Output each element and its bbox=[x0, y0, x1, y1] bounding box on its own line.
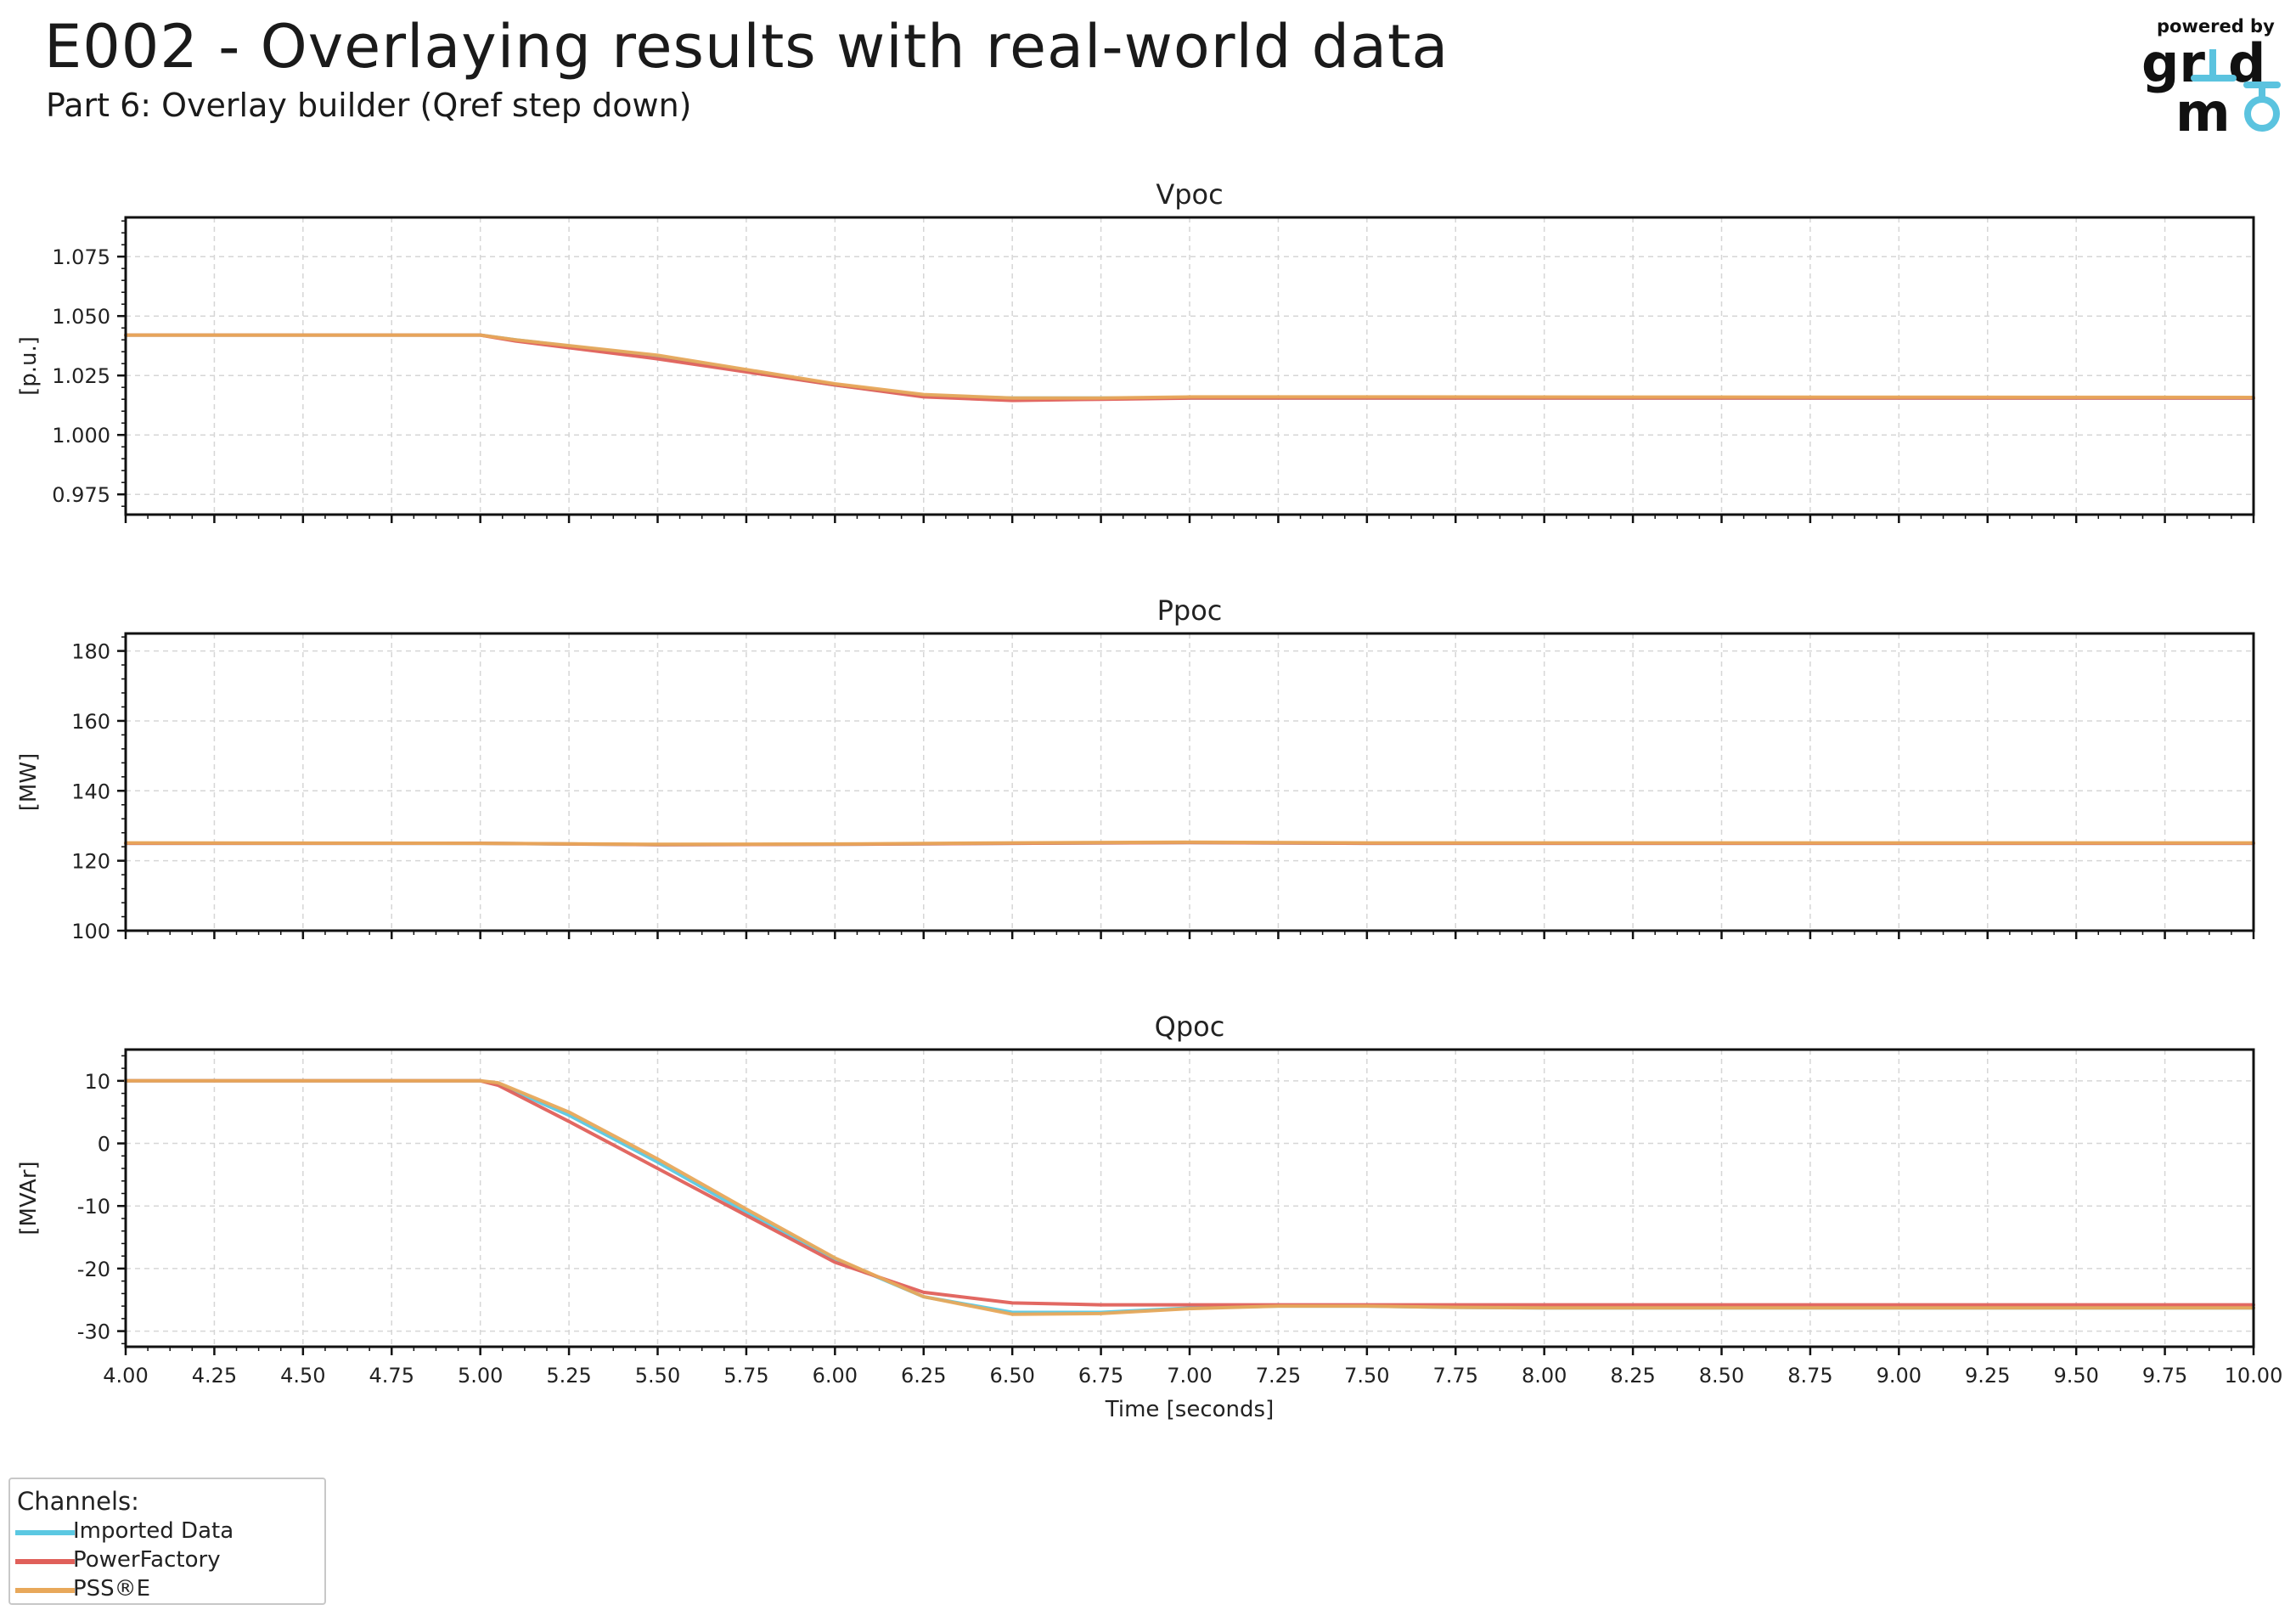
legend-title: Channels: bbox=[17, 1487, 139, 1516]
y-axis-label: [p.u.] bbox=[16, 336, 42, 396]
y-axis-label: [MVAr] bbox=[16, 1161, 42, 1235]
series-line-pss-e bbox=[124, 1078, 2255, 1316]
y-tick-label: -30 bbox=[77, 1320, 110, 1344]
legend-item-imported-data: Imported Data bbox=[15, 1517, 321, 1545]
y-tick-label: 100 bbox=[71, 920, 110, 943]
x-tick-label: 9.50 bbox=[2053, 1364, 2098, 1388]
y-tick-label: 120 bbox=[71, 850, 110, 874]
x-tick-label: 4.50 bbox=[280, 1364, 325, 1388]
legend-label: Imported Data bbox=[73, 1518, 234, 1544]
legend-item-powerfactory: PowerFactory bbox=[15, 1545, 321, 1574]
y-tick-label: 10 bbox=[84, 1070, 110, 1094]
x-axis-label: Time [seconds] bbox=[1105, 1397, 1274, 1422]
x-tick-label: 8.75 bbox=[1787, 1364, 1832, 1388]
legend-label: PSS®E bbox=[73, 1576, 151, 1602]
x-tick-label: 7.75 bbox=[1433, 1364, 1478, 1388]
gridmo-logo: powered by gr d m bbox=[2141, 16, 2281, 139]
x-tick-label: 9.25 bbox=[1965, 1364, 2010, 1388]
x-tick-label: 6.75 bbox=[1078, 1364, 1123, 1388]
x-tick-label: 9.75 bbox=[2142, 1364, 2187, 1388]
x-tick-label: 10.00 bbox=[2225, 1364, 2283, 1388]
panel-vpoc: 0.975 1.000 1.025 1.050 1.075 Vpoc [p.u.] bbox=[16, 178, 2255, 523]
page-subtitle: Part 6: Overlay builder (Qref step down) bbox=[46, 87, 692, 124]
y-tick-label: 1.025 bbox=[52, 364, 110, 388]
plot-frame bbox=[124, 1048, 2255, 1348]
x-tick-label: 7.00 bbox=[1167, 1364, 1212, 1388]
y-tick-label: 1.075 bbox=[52, 245, 110, 269]
x-tick-label: 6.25 bbox=[901, 1364, 946, 1388]
series-line-pss-e bbox=[124, 840, 2255, 847]
x-tick-label: 5.25 bbox=[546, 1364, 591, 1388]
x-tick-label: 8.25 bbox=[1610, 1364, 1655, 1388]
legend: Channels: Imported Data PowerFactory PSS… bbox=[8, 1478, 326, 1605]
y-tick-label: 1.000 bbox=[52, 424, 110, 448]
panel-ppoc: 100 120 140 160 180 Ppoc [MW] bbox=[16, 594, 2255, 943]
panel-title: Ppoc bbox=[1157, 594, 1223, 627]
svg-text:powered by: powered by bbox=[2157, 16, 2275, 37]
legend-label: PowerFactory bbox=[73, 1547, 221, 1573]
x-tick-label: 4.75 bbox=[369, 1364, 414, 1388]
y-tick-label: 1.050 bbox=[52, 305, 110, 329]
y-axis-label: [MW] bbox=[16, 753, 42, 811]
series-line-pss-e bbox=[124, 333, 2255, 400]
x-tick-label: 5.75 bbox=[723, 1364, 768, 1388]
x-tick-label: 4.25 bbox=[192, 1364, 237, 1388]
legend-swatch-psse bbox=[15, 1588, 75, 1593]
x-tick-label: 6.50 bbox=[989, 1364, 1034, 1388]
x-tick-label: 8.50 bbox=[1699, 1364, 1744, 1388]
plot-frame bbox=[124, 216, 2255, 516]
x-tick-label: 6.00 bbox=[813, 1364, 858, 1388]
svg-text:m: m bbox=[2175, 82, 2231, 139]
y-tick-label: -10 bbox=[77, 1195, 110, 1219]
y-tick-label: -20 bbox=[77, 1258, 110, 1281]
x-tick-label: 5.00 bbox=[458, 1364, 503, 1388]
x-tick-label: 7.25 bbox=[1256, 1364, 1301, 1388]
y-tick-label: 140 bbox=[71, 780, 110, 803]
x-tick-label: 5.50 bbox=[635, 1364, 680, 1388]
x-tick-label: 9.00 bbox=[1877, 1364, 1922, 1388]
panel-title: Qpoc bbox=[1155, 1010, 1225, 1043]
x-tick-label: 4.00 bbox=[103, 1364, 148, 1388]
panel-title: Vpoc bbox=[1156, 178, 1223, 211]
legend-item-psse: PSS®E bbox=[15, 1574, 321, 1603]
y-tick-label: 0.975 bbox=[52, 483, 110, 507]
y-tick-label: 160 bbox=[71, 710, 110, 734]
legend-swatch-imported-data bbox=[15, 1530, 75, 1535]
y-tick-label: 180 bbox=[71, 640, 110, 664]
svg-text:gr: gr bbox=[2141, 32, 2205, 94]
plot-frame bbox=[124, 632, 2255, 932]
y-tick-label: 0 bbox=[98, 1133, 110, 1157]
page-title: E002 - Overlaying results with real-worl… bbox=[44, 12, 1449, 82]
legend-swatch-powerfactory bbox=[15, 1559, 75, 1564]
panel-qpoc: -30 -20 -10 0 10 Qpoc [MVAr] 4.00 4.25 4.50 4.75 5.… bbox=[16, 1010, 2282, 1422]
x-tick-label: 8.00 bbox=[1522, 1364, 1567, 1388]
x-tick-label: 7.50 bbox=[1344, 1364, 1389, 1388]
